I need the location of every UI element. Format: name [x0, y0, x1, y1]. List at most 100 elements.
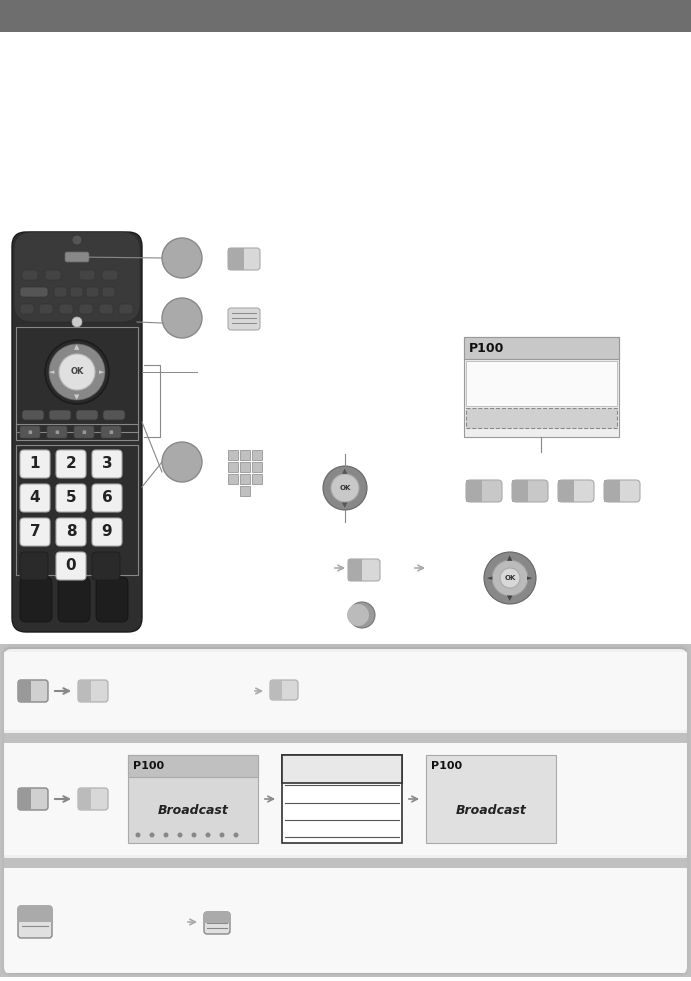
Bar — [18, 906, 52, 922]
Text: Broadcast: Broadcast — [158, 804, 229, 817]
FancyBboxPatch shape — [70, 287, 83, 297]
Text: ▪: ▪ — [108, 429, 113, 435]
Bar — [204, 912, 230, 923]
FancyBboxPatch shape — [103, 410, 125, 420]
Circle shape — [347, 604, 369, 626]
Bar — [4, 652, 687, 730]
FancyBboxPatch shape — [102, 270, 118, 280]
Text: ▪: ▪ — [82, 429, 86, 435]
Text: Broadcast: Broadcast — [455, 804, 527, 817]
FancyBboxPatch shape — [604, 480, 640, 502]
FancyBboxPatch shape — [3, 648, 688, 973]
Text: OK: OK — [504, 575, 515, 581]
Circle shape — [49, 344, 105, 400]
Circle shape — [135, 833, 140, 838]
Text: ►: ► — [100, 369, 105, 375]
Bar — [282, 755, 402, 843]
Text: OK: OK — [339, 485, 351, 491]
FancyBboxPatch shape — [20, 450, 50, 478]
FancyBboxPatch shape — [270, 680, 298, 700]
Bar — [466, 361, 617, 406]
Bar — [228, 248, 244, 270]
Text: 5: 5 — [66, 490, 76, 505]
FancyBboxPatch shape — [54, 287, 67, 297]
FancyBboxPatch shape — [56, 518, 86, 546]
Circle shape — [178, 833, 182, 838]
Text: 1: 1 — [30, 456, 40, 472]
FancyBboxPatch shape — [56, 450, 86, 478]
Bar — [270, 680, 282, 700]
FancyBboxPatch shape — [79, 270, 95, 280]
Text: 3: 3 — [102, 456, 113, 472]
FancyBboxPatch shape — [14, 232, 140, 322]
FancyBboxPatch shape — [92, 518, 122, 546]
FancyBboxPatch shape — [119, 304, 133, 314]
Circle shape — [164, 833, 169, 838]
Circle shape — [492, 560, 528, 596]
FancyBboxPatch shape — [20, 287, 48, 297]
Circle shape — [331, 474, 359, 502]
FancyBboxPatch shape — [78, 680, 108, 702]
FancyBboxPatch shape — [56, 552, 86, 580]
Text: ▼: ▼ — [507, 595, 513, 601]
Bar — [228, 462, 238, 472]
Bar — [464, 337, 619, 359]
FancyBboxPatch shape — [228, 248, 260, 270]
FancyBboxPatch shape — [39, 304, 53, 314]
Bar — [512, 480, 528, 502]
Bar — [4, 743, 687, 855]
FancyBboxPatch shape — [466, 480, 502, 502]
FancyBboxPatch shape — [348, 559, 380, 581]
Bar — [78, 788, 91, 810]
FancyBboxPatch shape — [78, 788, 108, 810]
Text: 8: 8 — [66, 525, 76, 540]
Bar — [252, 450, 262, 460]
Circle shape — [72, 317, 82, 327]
Circle shape — [72, 235, 82, 245]
FancyBboxPatch shape — [79, 304, 93, 314]
Text: P100: P100 — [431, 761, 462, 771]
FancyBboxPatch shape — [101, 426, 121, 438]
FancyBboxPatch shape — [228, 308, 260, 330]
Circle shape — [162, 238, 202, 278]
FancyBboxPatch shape — [92, 552, 120, 580]
Bar — [252, 462, 262, 472]
Bar — [240, 474, 250, 484]
Bar — [0, 644, 691, 977]
Text: ▪: ▪ — [55, 429, 59, 435]
Text: 6: 6 — [102, 490, 113, 505]
Circle shape — [205, 833, 211, 838]
FancyBboxPatch shape — [22, 410, 44, 420]
Circle shape — [45, 340, 109, 404]
Circle shape — [162, 442, 202, 482]
Bar — [228, 450, 238, 460]
FancyBboxPatch shape — [56, 484, 86, 512]
Circle shape — [191, 833, 196, 838]
Text: ▲: ▲ — [507, 555, 513, 561]
FancyBboxPatch shape — [512, 480, 548, 502]
Text: 0: 0 — [66, 558, 76, 574]
Circle shape — [500, 568, 520, 588]
Bar — [128, 755, 258, 777]
Circle shape — [323, 466, 367, 510]
FancyBboxPatch shape — [20, 304, 34, 314]
Bar — [252, 474, 262, 484]
Bar — [604, 480, 620, 502]
Bar — [18, 788, 31, 810]
Text: ▼: ▼ — [75, 394, 79, 400]
FancyBboxPatch shape — [86, 287, 99, 297]
FancyBboxPatch shape — [58, 577, 90, 622]
FancyBboxPatch shape — [20, 426, 40, 438]
FancyBboxPatch shape — [47, 426, 67, 438]
FancyBboxPatch shape — [92, 484, 122, 512]
Bar — [426, 755, 556, 843]
Bar — [0, 0, 691, 32]
FancyBboxPatch shape — [99, 304, 113, 314]
Text: ▲: ▲ — [75, 344, 79, 350]
Text: ▼: ▼ — [342, 502, 348, 508]
Bar — [240, 486, 250, 496]
Text: ►: ► — [527, 575, 533, 581]
FancyBboxPatch shape — [20, 484, 50, 512]
Circle shape — [484, 552, 536, 604]
FancyBboxPatch shape — [102, 287, 115, 297]
